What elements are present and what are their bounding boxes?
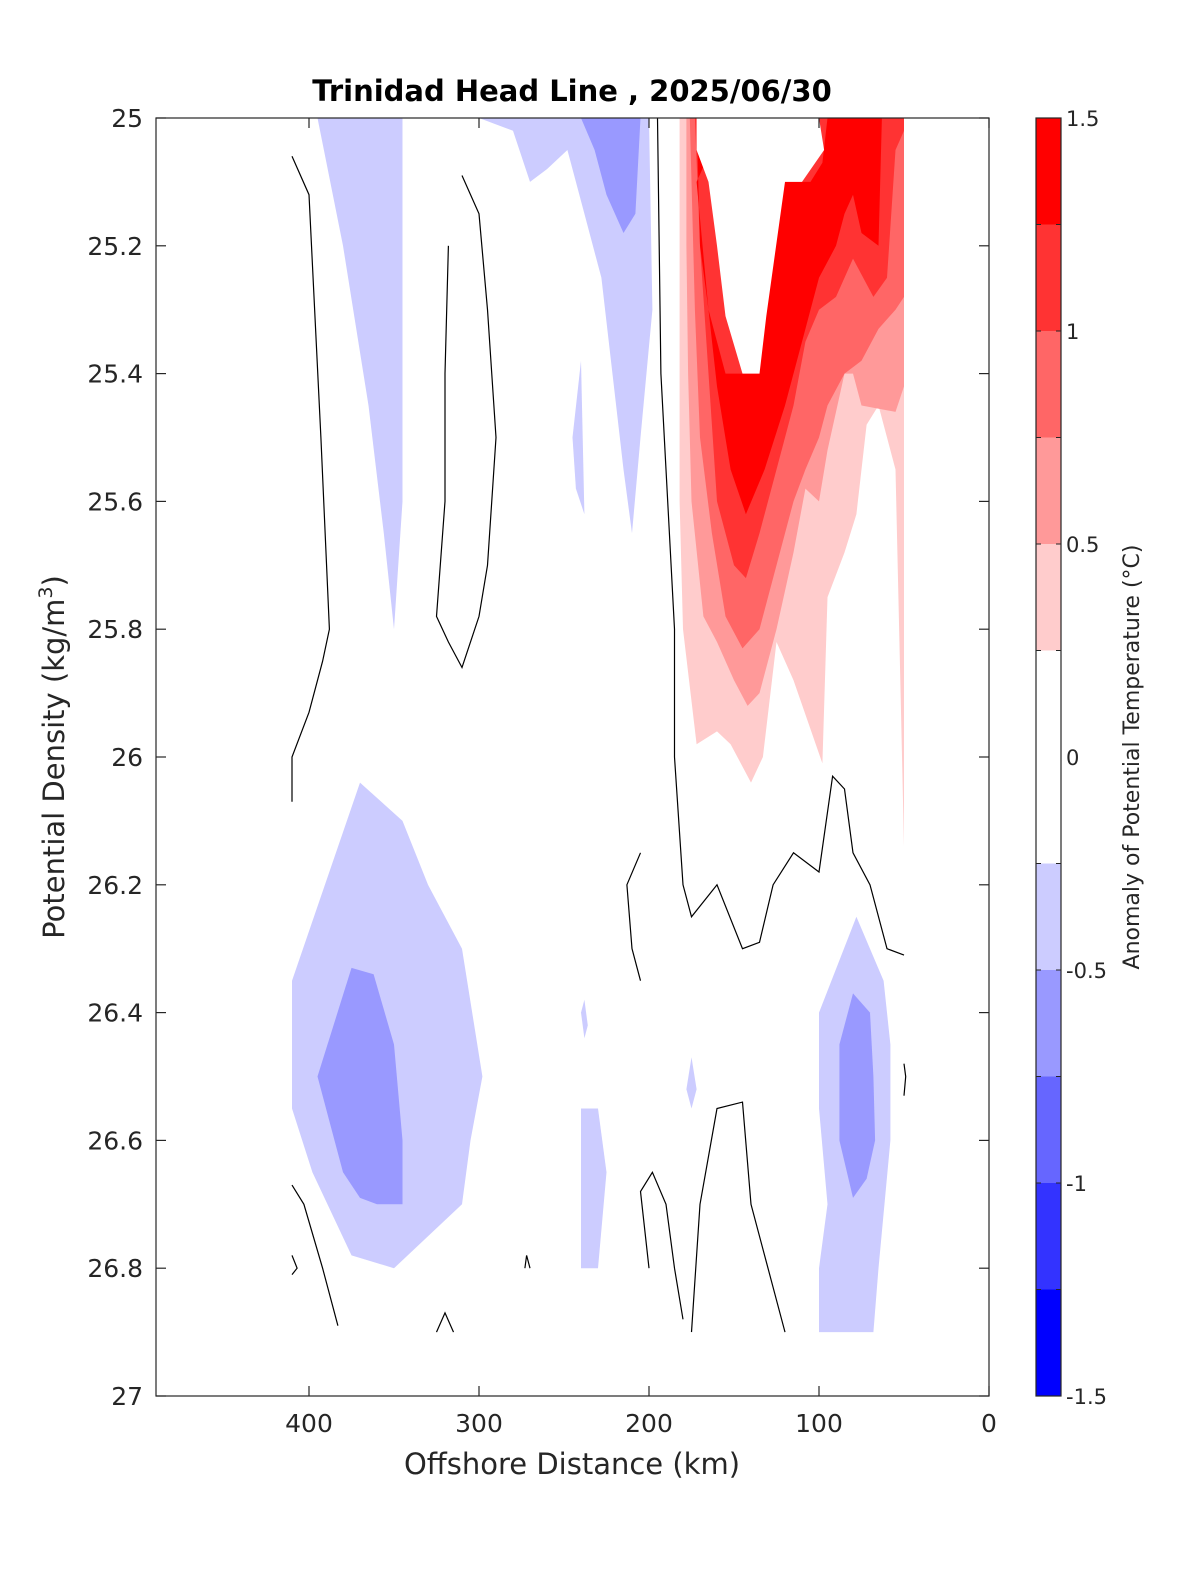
colorbar: 1.5 1 0.5 0 -0.5 -1 -1.5 — [1035, 107, 1107, 1409]
y-tick-label: 27 — [111, 1382, 143, 1411]
colorbar-swatch-5 — [1036, 650, 1061, 864]
y-tick-label: 25.8 — [87, 615, 143, 644]
y-axis-label-close: ) — [37, 575, 71, 586]
x-tick-label: 0 — [981, 1409, 997, 1438]
y-tick-label: 25 — [111, 104, 143, 133]
x-tick-label: 300 — [455, 1409, 503, 1438]
colorbar-tick-label: 0 — [1066, 746, 1079, 770]
y-tick-label: 26.2 — [87, 871, 143, 900]
zero-contour-line-9 — [690, 1101, 786, 1333]
x-tick-label: 200 — [625, 1409, 673, 1438]
contour-region-6 — [317, 118, 403, 630]
contour-region-5 — [696, 118, 825, 374]
zero-contour-lines — [291, 118, 907, 1333]
x-axis-label: Offshore Distance (km) — [404, 1447, 740, 1481]
colorbar-swatch-4 — [1036, 544, 1061, 651]
colorbar-swatch-9 — [1036, 1183, 1061, 1290]
chart-title: Trinidad Head Line , 2025/06/30 — [312, 74, 832, 108]
zero-contour-line-3 — [626, 852, 642, 981]
colorbar-tick-label: 1 — [1066, 320, 1079, 344]
zero-contour-line-5 — [435, 1311, 455, 1333]
y-axis-label-superscript: 3 — [35, 586, 57, 598]
colorbar-frame — [1035, 117, 1062, 1397]
colorbar-swatch-10 — [1036, 1289, 1061, 1396]
y-tick-label: 25.4 — [87, 360, 143, 389]
colorbar-swatch-8 — [1036, 1076, 1061, 1183]
contour-region-4 — [696, 118, 882, 515]
colorbar-swatch-0 — [1036, 118, 1061, 225]
zero-contour-line-1 — [435, 175, 497, 670]
contour-region-11 — [317, 967, 403, 1205]
colorbar-swatch-2 — [1036, 331, 1061, 438]
contour-region-13 — [839, 993, 876, 1198]
zero-contour-line-7 — [291, 1255, 298, 1275]
colorbar-tick-label: -1.5 — [1066, 1385, 1107, 1409]
zero-contour-line-10 — [903, 1063, 907, 1096]
contour-region-14 — [581, 1108, 607, 1269]
plot-area: 400 300 200 100 0 25 25.2 25.4 25.6 25.8 26 26.2 26… — [87, 104, 997, 1438]
colorbar-swatch-6 — [1036, 863, 1061, 970]
x-tick-label: 400 — [285, 1409, 333, 1438]
colorbar-tick-label: 1.5 — [1066, 107, 1099, 131]
colorbar-tick-label: 0.5 — [1066, 533, 1099, 557]
y-tick-label: 25.2 — [87, 232, 143, 261]
colorbar-swatch-1 — [1036, 224, 1061, 331]
y-tick-label: 26 — [111, 743, 143, 772]
y-tick-label: 26.6 — [87, 1126, 143, 1155]
colorbar-swatch-7 — [1036, 970, 1061, 1077]
y-tick-label: 26.4 — [87, 999, 143, 1028]
colorbar-tick-label: -0.5 — [1066, 959, 1107, 983]
zero-contour-line-6 — [524, 1255, 531, 1269]
colorbar-tick-label: -1 — [1066, 1172, 1087, 1196]
contour-region-15 — [581, 999, 588, 1039]
y-axis-label-main: Potential Density (kg/m — [37, 599, 71, 939]
zero-contour-line-0 — [291, 156, 331, 802]
contour-region-7 — [479, 118, 653, 534]
contour-region-8 — [572, 360, 585, 515]
y-axis-ticks: 25 25.2 25.4 25.6 25.8 26 26.2 26.4 26.6 26.8 27 — [87, 104, 989, 1411]
y-tick-label: 25.6 — [87, 487, 143, 516]
zero-contour-line-8 — [639, 1171, 684, 1320]
zero-contour-line-4 — [291, 1184, 339, 1326]
y-axis-label: Potential Density (kg/m3) — [35, 575, 71, 939]
x-tick-label: 100 — [795, 1409, 843, 1438]
colorbar-swatch-3 — [1036, 437, 1061, 544]
x-axis-ticks: 400 300 200 100 0 — [285, 118, 997, 1438]
contour-region-16 — [686, 1057, 697, 1109]
contour-region-9 — [581, 118, 641, 233]
zero-contour-line-2 — [656, 118, 905, 956]
y-tick-label: 26.8 — [87, 1254, 143, 1283]
contour-regions — [292, 118, 904, 1333]
colorbar-label: Anomaly of Potential Temperature (°C) — [1120, 545, 1145, 970]
